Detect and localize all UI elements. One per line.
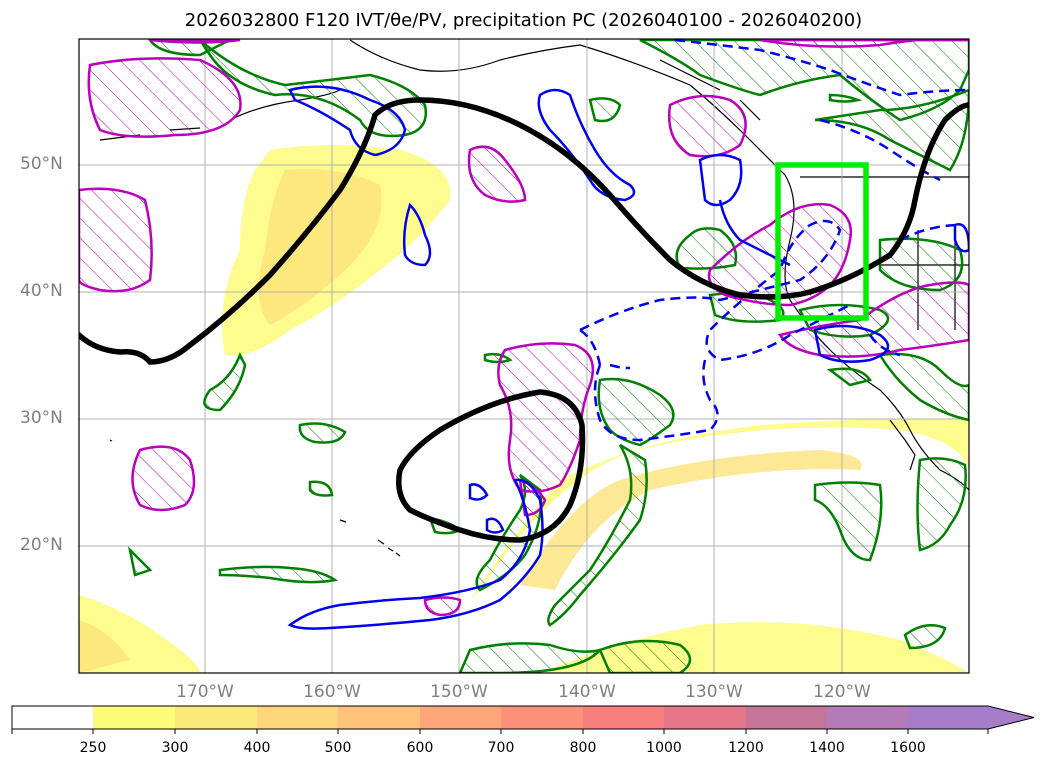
lon-label-120w: 120°W <box>813 682 871 702</box>
colorbar-label-300: 300 <box>161 740 189 756</box>
colorbar-label-500: 500 <box>324 740 352 756</box>
colorbar-label-600: 600 <box>406 740 434 756</box>
map-title: 2026032800 F120 IVT/θe/PV, precipitation… <box>184 10 863 31</box>
map-frame <box>78 38 970 674</box>
ivt-shading <box>79 145 969 673</box>
lat-label-20n: 20°N <box>20 535 63 555</box>
lat-label-50n: 50°N <box>20 154 63 174</box>
lon-label-150w: 150°W <box>430 682 488 702</box>
precipitation-box <box>775 162 869 321</box>
colorbar-label-250: 250 <box>79 740 107 756</box>
lon-label-140w: 140°W <box>558 682 616 702</box>
coastlines <box>99 39 969 557</box>
colorbar-label-700: 700 <box>487 740 515 756</box>
colorbar-label-800: 800 <box>569 740 597 756</box>
lat-label-30n: 30°N <box>20 408 63 428</box>
blue-contours <box>287 85 969 630</box>
colorbar <box>11 705 1035 734</box>
lon-label-130w: 130°W <box>685 682 743 702</box>
colorbar-label-1600: 1600 <box>890 740 926 756</box>
black-bold-contours <box>79 97 969 543</box>
lon-label-170w: 170°W <box>176 682 234 702</box>
colorbar-label-1200: 1200 <box>728 740 764 756</box>
colorbar-label-400: 400 <box>243 740 271 756</box>
lat-label-40n: 40°N <box>20 281 63 301</box>
colorbar-label-1400: 1400 <box>809 740 845 756</box>
colorbar-label-1000: 1000 <box>646 740 682 756</box>
lon-label-160w: 160°W <box>303 682 361 702</box>
green-hatched-regions <box>127 39 969 673</box>
blue-dashed-contours <box>579 39 969 442</box>
